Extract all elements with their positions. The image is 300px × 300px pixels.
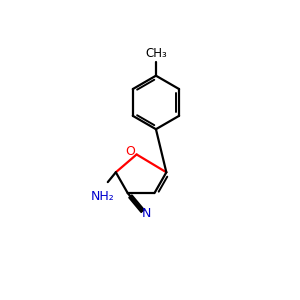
- Text: CH₃: CH₃: [145, 47, 167, 60]
- Text: N: N: [141, 207, 151, 220]
- Text: O: O: [125, 145, 135, 158]
- Text: NH₂: NH₂: [91, 190, 114, 203]
